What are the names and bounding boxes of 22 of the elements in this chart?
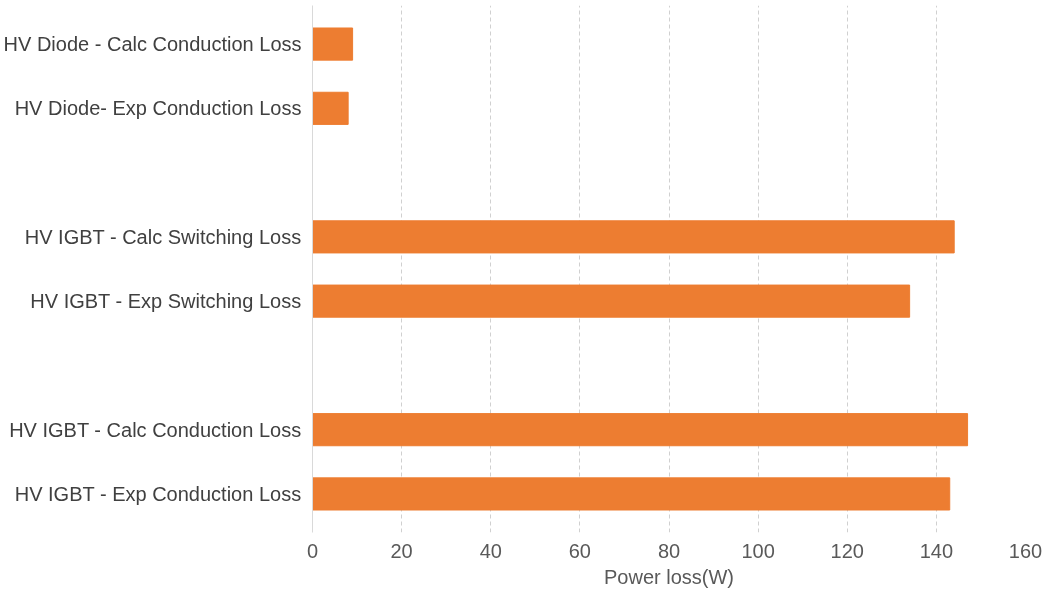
x-tick-label: 140 xyxy=(919,539,954,562)
x-tick-label: 80 xyxy=(657,539,681,562)
bar xyxy=(312,27,354,61)
x-tick-label: 0 xyxy=(306,539,319,562)
y-tick-label: HV IGBT - Exp Switching Loss xyxy=(30,290,302,313)
x-tick-label: 160 xyxy=(1008,539,1043,562)
y-tick-label: HV IGBT - Calc Conduction Loss xyxy=(9,418,302,441)
bar xyxy=(312,413,969,447)
y-tick-label: HV Diode- Exp Conduction Loss xyxy=(14,97,302,120)
x-tick-label: 60 xyxy=(568,539,591,562)
x-tick-label: 40 xyxy=(479,539,502,562)
bar xyxy=(312,91,349,125)
x-axis-title: Power loss(W) xyxy=(604,565,735,588)
x-tick-label: 100 xyxy=(741,539,775,562)
bar xyxy=(312,477,951,511)
bar xyxy=(312,220,955,254)
x-tick-label: 20 xyxy=(390,539,413,562)
y-tick-label: HV Diode - Calc Conduction Loss xyxy=(3,33,302,56)
x-tick-label: 120 xyxy=(830,539,864,562)
bar xyxy=(312,284,911,318)
y-tick-label: HV IGBT - Calc Switching Loss xyxy=(24,225,302,248)
y-tick-label: HV IGBT - Exp Conduction Loss xyxy=(14,482,302,505)
